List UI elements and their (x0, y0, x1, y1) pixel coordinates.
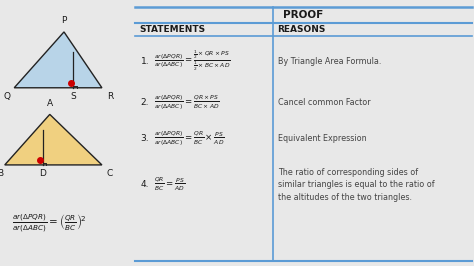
Text: PROOF: PROOF (283, 10, 323, 20)
Text: P: P (61, 16, 67, 25)
Text: Cancel common Factor: Cancel common Factor (278, 98, 371, 107)
Text: 3.: 3. (141, 134, 149, 143)
Text: A: A (47, 99, 53, 108)
Polygon shape (5, 114, 102, 165)
Text: $\frac{QR}{BC} = \frac{PS}{AD}$: $\frac{QR}{BC} = \frac{PS}{AD}$ (154, 176, 185, 193)
Text: STATEMENTS: STATEMENTS (140, 25, 206, 34)
Text: Equivalent Expression: Equivalent Expression (278, 134, 367, 143)
Text: REASONS: REASONS (277, 25, 326, 34)
Text: 4.: 4. (141, 180, 149, 189)
Text: $\frac{ar(\Delta PQR)}{ar(\Delta ABC)} = \frac{QR \times PS}{BC \times AD}$: $\frac{ar(\Delta PQR)}{ar(\Delta ABC)} =… (154, 93, 220, 112)
Text: D: D (39, 169, 46, 178)
Text: 2.: 2. (141, 98, 149, 107)
Text: R: R (107, 92, 113, 101)
Polygon shape (14, 32, 102, 88)
Text: $\frac{ar(\Delta PQR)}{ar(\Delta ABC)} = \frac{QR}{BC} \times \frac{PS}{AD}$: $\frac{ar(\Delta PQR)}{ar(\Delta ABC)} =… (154, 129, 225, 148)
Text: 1.: 1. (141, 57, 149, 66)
Text: S: S (71, 92, 76, 101)
Text: Q: Q (4, 92, 10, 101)
Text: $\frac{ar(\Delta PQR)}{ar(\Delta ABC)} = \left(\frac{QR}{BC}\right)^{\!2}$: $\frac{ar(\Delta PQR)}{ar(\Delta ABC)} =… (12, 213, 86, 234)
Text: C: C (107, 169, 113, 178)
Text: B: B (0, 169, 3, 178)
Text: $\frac{ar(\Delta PQR)}{ar(\Delta ABC)} = \frac{\frac{1}{2} \times QR \times PS}{: $\frac{ar(\Delta PQR)}{ar(\Delta ABC)} =… (154, 49, 231, 73)
Text: By Triangle Area Formula.: By Triangle Area Formula. (278, 57, 382, 66)
Text: The ratio of corresponding sides of
similar triangles is equal to the ratio of
t: The ratio of corresponding sides of simi… (278, 168, 435, 202)
